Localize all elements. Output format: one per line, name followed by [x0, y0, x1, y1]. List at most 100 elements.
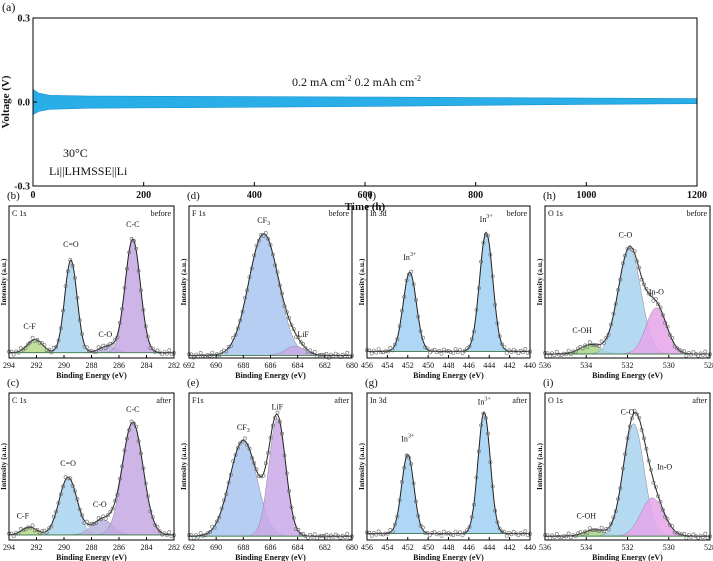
data-point	[11, 534, 16, 539]
peak-label: C-O	[93, 500, 107, 509]
data-point	[146, 494, 151, 499]
x-tick-label: 682	[319, 543, 331, 552]
data-point	[238, 441, 243, 446]
data-point	[495, 321, 500, 326]
data-point	[273, 263, 278, 268]
data-point	[33, 528, 37, 533]
data-point	[444, 531, 449, 536]
x-tick-label: 440	[524, 361, 536, 370]
data-point	[245, 443, 250, 447]
annotation-text: 0.2 mAh cm	[352, 75, 415, 89]
data-point	[296, 335, 301, 340]
data-point	[383, 349, 388, 354]
data-point	[682, 532, 687, 536]
data-point	[291, 516, 296, 520]
data-point	[390, 348, 395, 353]
peak-label-superscript: 3+	[410, 252, 417, 258]
data-point	[409, 269, 414, 274]
y-axis-title: Intensity (a.u.)	[357, 258, 366, 305]
data-point	[198, 531, 203, 536]
data-point	[226, 480, 231, 485]
x-tick-label: 532	[622, 361, 634, 370]
x-tick-label: 528	[704, 543, 713, 552]
data-point	[238, 318, 243, 323]
data-point	[462, 530, 467, 535]
data-point	[616, 497, 621, 501]
data-point	[639, 277, 644, 282]
data-point	[287, 316, 292, 320]
data-point	[623, 253, 628, 258]
data-point	[458, 348, 463, 352]
data-point	[259, 474, 264, 479]
y-axis-title: Voltage (V)	[0, 75, 12, 128]
peak-label-text: In-O	[657, 463, 672, 472]
panel-f: 456 454 452 450 448 446 444 442 440 (f) In 3d befor…	[357, 190, 536, 380]
data-point	[427, 350, 432, 355]
condition-label: before	[687, 209, 708, 218]
data-point	[270, 423, 275, 428]
y-axis-title: Intensity (a.u.)	[0, 443, 8, 490]
data-point	[458, 530, 463, 535]
fit-envelope-line	[545, 412, 710, 537]
data-point	[376, 529, 381, 534]
data-point	[89, 521, 94, 526]
panel-i: 536 534 532 530 528 (i) O 1s after Binding Energ…	[535, 377, 713, 561]
data-point	[212, 525, 217, 530]
data-point	[235, 326, 240, 331]
data-point	[317, 353, 322, 358]
data-point	[420, 525, 425, 530]
data-point	[611, 515, 616, 520]
data-point	[523, 529, 528, 534]
data-point	[613, 302, 618, 307]
data-point	[143, 481, 148, 486]
data-point	[472, 502, 477, 507]
data-point	[277, 283, 282, 288]
data-point	[500, 529, 505, 534]
data-point	[604, 335, 609, 340]
data-point	[486, 233, 491, 238]
peak-label: C-C	[126, 220, 139, 229]
data-point	[120, 464, 125, 469]
data-point	[679, 349, 684, 354]
x-tick-label: 600	[358, 190, 373, 201]
x-tick-label: 450	[422, 361, 434, 370]
data-point	[379, 350, 383, 355]
data-point	[16, 531, 21, 536]
data-point	[523, 346, 528, 351]
panel-label-h: (h)	[543, 190, 556, 202]
data-point	[167, 530, 172, 535]
data-point	[682, 349, 687, 354]
data-point	[455, 532, 460, 537]
x-tick-label: 288	[86, 361, 98, 370]
data-point	[547, 354, 552, 359]
data-point	[430, 348, 435, 353]
data-point	[369, 351, 374, 356]
peak-component-C-C	[9, 422, 175, 536]
data-point	[189, 533, 194, 538]
data-point	[369, 533, 374, 538]
data-point	[668, 523, 672, 528]
data-point	[210, 350, 215, 355]
x-tick-label: 680	[346, 361, 358, 370]
data-point	[94, 349, 99, 354]
peak-label: C-F	[17, 511, 30, 520]
peak-label: LiF	[272, 403, 284, 412]
peak-label: C-OH	[577, 511, 597, 520]
data-point	[413, 298, 418, 302]
data-point	[157, 529, 162, 534]
data-point	[208, 353, 212, 358]
data-point	[404, 278, 409, 283]
data-point	[406, 455, 411, 460]
data-point	[597, 343, 602, 348]
peak-label-text: C-C	[126, 405, 139, 414]
x-tick-label: 286	[113, 361, 125, 370]
data-point	[397, 498, 402, 503]
data-point	[35, 337, 40, 342]
data-point	[266, 450, 271, 455]
data-point	[552, 535, 557, 540]
core-level-label: C 1s	[12, 396, 26, 405]
data-point	[672, 530, 677, 535]
data-point	[587, 340, 592, 345]
core-level-label: F 1s	[192, 209, 206, 218]
